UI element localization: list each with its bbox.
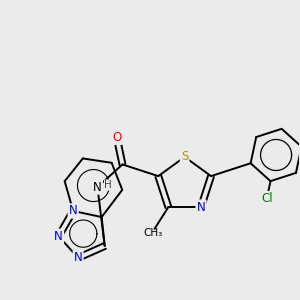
Text: Cl: Cl bbox=[261, 192, 273, 205]
Text: N: N bbox=[69, 205, 77, 218]
Text: N: N bbox=[54, 230, 63, 243]
Text: N: N bbox=[196, 201, 206, 214]
Text: H: H bbox=[104, 180, 112, 190]
Text: CH₃: CH₃ bbox=[143, 228, 162, 238]
Text: N: N bbox=[93, 181, 102, 194]
Text: N: N bbox=[74, 251, 82, 264]
Text: S: S bbox=[181, 150, 188, 164]
Text: O: O bbox=[112, 131, 121, 144]
